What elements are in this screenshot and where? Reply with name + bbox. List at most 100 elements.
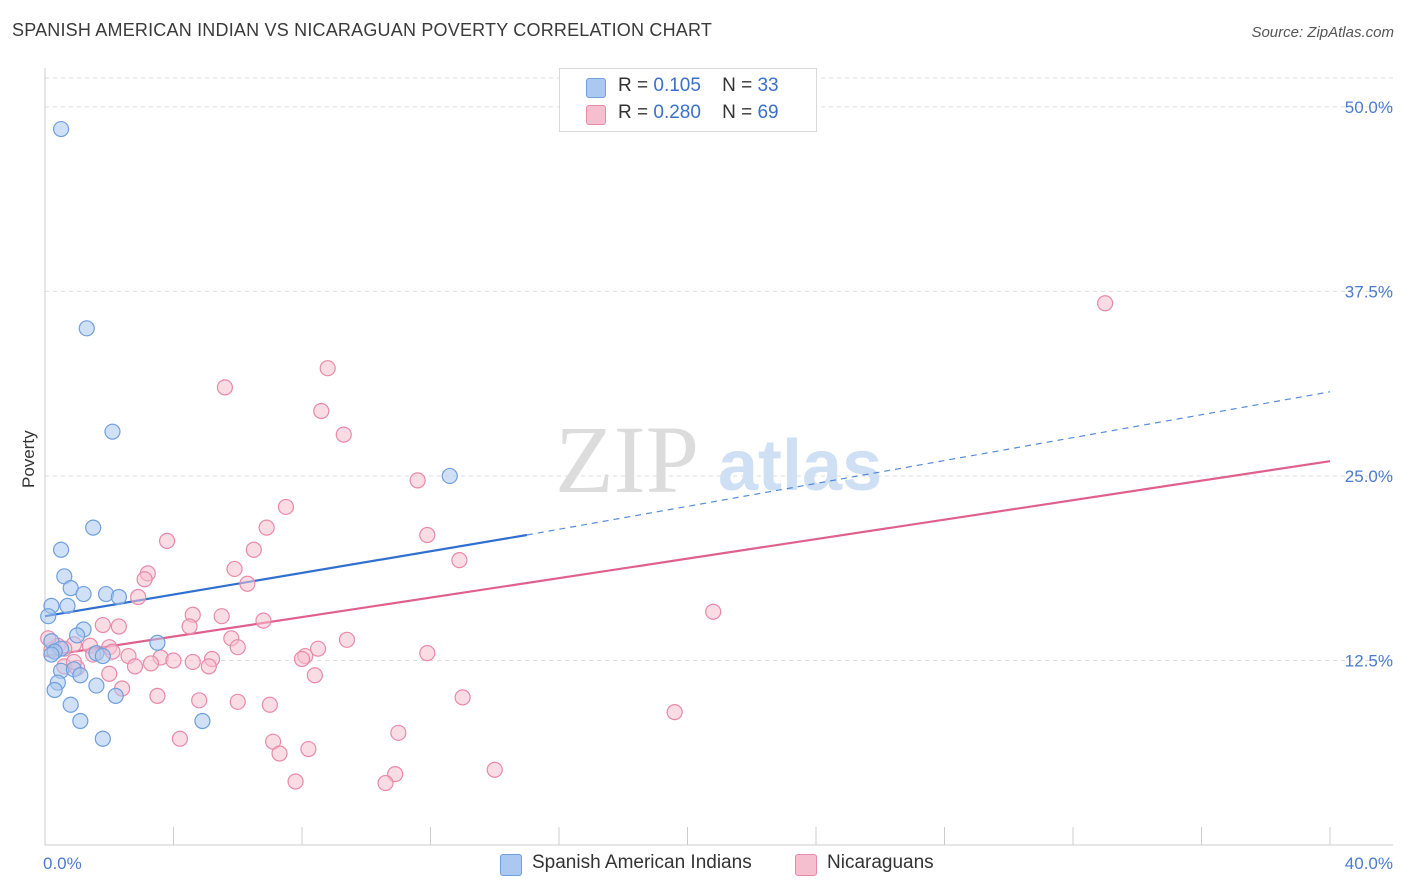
pink-point [200, 658, 217, 675]
pink-point [419, 644, 436, 662]
pink-point [258, 519, 275, 536]
legend-n-label: N = [722, 75, 753, 96]
pink-point [287, 773, 304, 790]
pink-point [181, 618, 198, 635]
x-tick-label-min: 0.0% [43, 854, 82, 873]
x-tick-label-max: 40.0% [1345, 854, 1393, 873]
pink-point [319, 360, 336, 377]
blue-point [441, 467, 458, 485]
pink-point [390, 724, 407, 741]
legend-r-label: R = [618, 75, 649, 96]
blue-point [149, 634, 166, 651]
grid-layer [45, 77, 1393, 661]
legend-box: R = 0.105 N = 33 R = 0.280 N = 69 [559, 68, 817, 132]
legend-n-value: 69 [757, 102, 779, 123]
pink-point [1097, 295, 1114, 312]
chart-title: SPANISH AMERICAN INDIAN VS NICARAGUAN PO… [12, 20, 713, 40]
pink-point [126, 658, 144, 675]
blue-point [110, 588, 127, 606]
pink-point [149, 687, 166, 705]
pink-point [191, 692, 208, 709]
pink-point [454, 689, 471, 706]
pink-point [451, 551, 468, 569]
pink-point [130, 588, 147, 606]
blue-point [40, 608, 57, 625]
y-tick-label: 12.5% [1345, 651, 1393, 670]
pink-point [184, 653, 201, 671]
blue-point [43, 646, 60, 663]
y-tick-label: 50.0% [1345, 98, 1393, 117]
label-layer: 12.5% 25.0% 37.5% 50.0% 0.0% 40.0% [43, 98, 1393, 873]
pink-point [245, 541, 262, 558]
blue-point [72, 712, 89, 730]
blue-point [46, 681, 63, 699]
y-tick-label: 37.5% [1345, 282, 1393, 301]
bottom-legend-label-pink: Nicaraguans [827, 852, 934, 873]
blue-point [94, 647, 111, 665]
legend-r-label: R = [618, 102, 649, 123]
legend-swatch-pink [586, 105, 606, 125]
pink-point [229, 639, 246, 656]
pink-point [277, 498, 295, 516]
blue-point [75, 585, 92, 603]
pink-point [261, 696, 278, 713]
pink-point [293, 650, 311, 668]
legend-r-value: 0.280 [653, 102, 701, 123]
pink-point [335, 426, 352, 443]
pink-point [171, 730, 189, 747]
blue-point [194, 712, 211, 730]
blue-point [104, 423, 121, 440]
axis-layer [44, 68, 1393, 846]
pink-point [229, 693, 246, 710]
blue-point [62, 696, 79, 713]
pink-point [255, 612, 272, 629]
blue-point [94, 730, 111, 747]
pink-point [101, 665, 118, 682]
pink-point [142, 655, 160, 672]
pink-point [213, 608, 230, 625]
pink-point [271, 745, 288, 762]
blue-point [72, 667, 89, 684]
pink-point [110, 618, 127, 635]
pink-point [158, 532, 176, 550]
legend-swatch-blue [586, 78, 606, 98]
pink-point [419, 526, 436, 544]
pink-point [136, 571, 153, 588]
pink-point [409, 472, 426, 489]
pink-point [94, 616, 111, 634]
pink-point [300, 740, 317, 758]
blue-point [52, 120, 70, 138]
pink-point [705, 603, 722, 620]
blue-point [78, 320, 95, 337]
chart-source: Source: ZipAtlas.com [1251, 24, 1394, 41]
bottom-legend-swatch-blue [500, 854, 522, 876]
blue-point [59, 597, 76, 614]
blue-point [88, 677, 105, 694]
pink-point [306, 667, 323, 684]
pink-point [313, 402, 330, 420]
pink-point [309, 640, 327, 657]
points-layer [40, 120, 1114, 792]
blue-point [69, 627, 86, 644]
pink-point [216, 379, 233, 396]
blue-trend-line [44, 533, 528, 618]
pink-point [226, 560, 243, 578]
watermark-zip: ZIP [555, 406, 699, 513]
pink-point [338, 631, 356, 648]
pink-point [165, 652, 182, 669]
blue-point [52, 541, 70, 558]
legend-n-label: N = [722, 102, 753, 123]
y-tick-label: 25.0% [1345, 467, 1393, 486]
bottom-legend-label-blue: Spanish American Indians [532, 852, 752, 873]
y-axis-label: Poverty [19, 430, 38, 488]
pink-point [377, 774, 394, 792]
bottom-legend-swatch-pink [795, 854, 817, 876]
pink-point [239, 575, 256, 592]
blue-point [85, 519, 102, 536]
pink-point [486, 761, 503, 778]
legend-n-value: 33 [757, 75, 779, 96]
blue-trend-extension [526, 391, 1331, 536]
pink-point [666, 704, 683, 721]
blue-point [107, 687, 124, 705]
